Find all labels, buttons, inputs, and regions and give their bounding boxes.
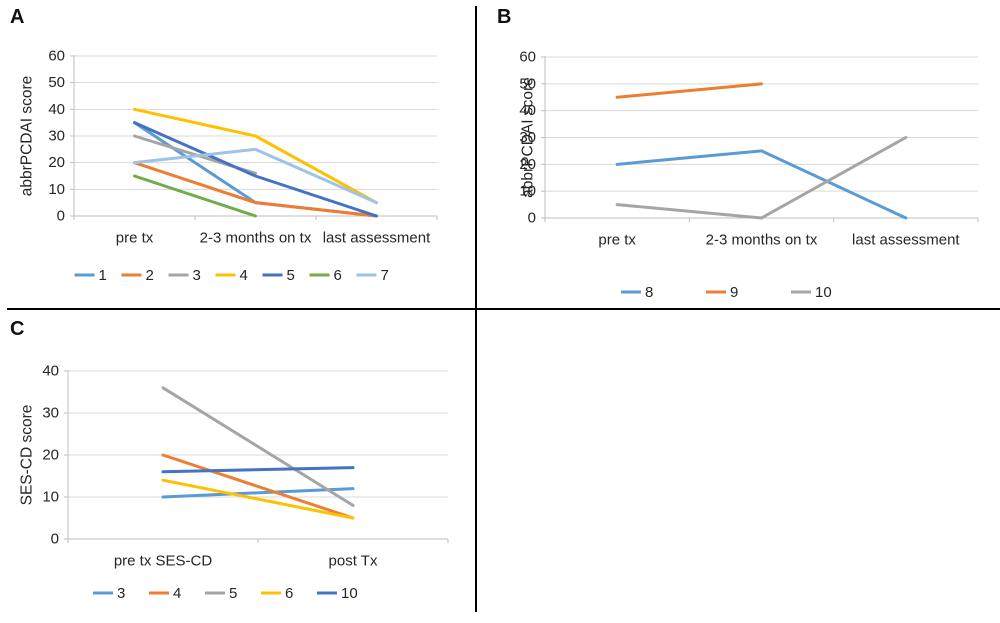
legend-item-4: 4 bbox=[215, 267, 248, 284]
x-category-label: 2-3 months on tx bbox=[200, 230, 312, 247]
y-tick-label: 10 bbox=[519, 183, 536, 200]
y-axis-title: abbrPCDAI score bbox=[19, 76, 36, 197]
series-2-line bbox=[133, 161, 378, 218]
legend-item-7: 7 bbox=[356, 267, 389, 284]
divider-horizontal bbox=[7, 308, 1000, 310]
x-category-label: post Tx bbox=[329, 553, 378, 570]
legend-label: 3 bbox=[117, 585, 125, 602]
series-4-line bbox=[133, 107, 378, 205]
legend-label: 5 bbox=[229, 585, 237, 602]
legend-item-10: 10 bbox=[317, 585, 358, 602]
legend-label: 4 bbox=[240, 267, 248, 284]
legend-label: 4 bbox=[173, 585, 181, 602]
y-tick-label: 0 bbox=[528, 210, 536, 227]
y-tick-label: 0 bbox=[57, 208, 65, 225]
series-4-line bbox=[161, 453, 355, 520]
legend-item-4: 4 bbox=[149, 585, 181, 602]
legend-label: 10 bbox=[815, 284, 832, 301]
legend-item-6: 6 bbox=[261, 585, 293, 602]
panel-label-c: C bbox=[10, 318, 25, 340]
panel-label-a: A bbox=[10, 6, 25, 28]
panel-label-b: B bbox=[497, 6, 512, 28]
series-7-line bbox=[133, 147, 378, 205]
chart-c: 0 10 20 30 40 pre tx SES-CD post Tx SES-CD scor… bbox=[19, 363, 449, 602]
x-category-label: pre tx bbox=[598, 232, 636, 249]
series-10-line bbox=[615, 136, 908, 220]
legend-item-3: 3 bbox=[168, 267, 201, 284]
series-8-line bbox=[615, 149, 908, 220]
y-tick-label: 50 bbox=[519, 75, 536, 92]
legend-item-9: 9 bbox=[706, 284, 738, 301]
legend-label: 2 bbox=[146, 267, 154, 284]
y-tick-label: 20 bbox=[42, 447, 59, 464]
series-5-line bbox=[161, 386, 355, 507]
series-6-line bbox=[133, 174, 257, 218]
legend-label: 5 bbox=[287, 267, 295, 284]
legend-item-8: 8 bbox=[621, 284, 653, 301]
y-tick-label: 40 bbox=[48, 101, 65, 118]
y-tick-label: 30 bbox=[42, 405, 59, 422]
y-tick-label: 10 bbox=[48, 181, 65, 198]
y-axis-title: SES-CD score bbox=[19, 405, 36, 506]
x-category-label: last assessment bbox=[323, 230, 431, 247]
series-10-line bbox=[161, 466, 355, 474]
legend-item-2: 2 bbox=[121, 267, 154, 284]
legend-label: 6 bbox=[285, 585, 293, 602]
y-tick-label: 60 bbox=[519, 49, 536, 66]
legend-item-5: 5 bbox=[262, 267, 295, 284]
y-tick-label: 30 bbox=[519, 129, 536, 146]
chart-a: 0 10 20 30 40 50 60 pre tx 2-3 months on tx last … bbox=[19, 48, 438, 284]
y-tick-label: 10 bbox=[42, 489, 59, 506]
legend-label: 10 bbox=[341, 585, 358, 602]
legend-item-3: 3 bbox=[93, 585, 125, 602]
x-category-label: 2-3 months on tx bbox=[706, 232, 818, 249]
legend-item-5: 5 bbox=[205, 585, 237, 602]
y-tick-label: 20 bbox=[48, 154, 65, 171]
y-axis-title: abbrPCDAI score bbox=[520, 77, 537, 198]
legend-item-1: 1 bbox=[74, 267, 107, 284]
legend-label: 9 bbox=[730, 284, 738, 301]
series-9-line bbox=[615, 82, 763, 99]
y-tick-label: 50 bbox=[48, 74, 65, 91]
legend-label: 3 bbox=[193, 267, 201, 284]
legend-item-6: 6 bbox=[309, 267, 342, 284]
series-6-line bbox=[161, 478, 355, 520]
chart-b: 0 10 20 30 40 50 60 pre tx 2-3 months on tx last … bbox=[519, 49, 979, 301]
series-3-line bbox=[161, 487, 355, 499]
legend-item-10: 10 bbox=[791, 284, 832, 301]
y-tick-label: 40 bbox=[42, 363, 59, 380]
x-category-label: pre tx SES-CD bbox=[114, 553, 213, 570]
y-tick-label: 30 bbox=[48, 128, 65, 145]
series-5-line bbox=[133, 121, 378, 218]
y-tick-label: 0 bbox=[51, 531, 59, 548]
x-category-label: pre tx bbox=[116, 230, 154, 247]
legend-label: 1 bbox=[99, 267, 107, 284]
legend-label: 7 bbox=[381, 267, 389, 284]
legend-label: 8 bbox=[645, 284, 653, 301]
x-category-label: last assessment bbox=[852, 232, 960, 249]
y-tick-label: 40 bbox=[519, 102, 536, 119]
y-tick-label: 60 bbox=[48, 48, 65, 65]
legend-label: 6 bbox=[334, 267, 342, 284]
y-tick-label: 20 bbox=[519, 156, 536, 173]
